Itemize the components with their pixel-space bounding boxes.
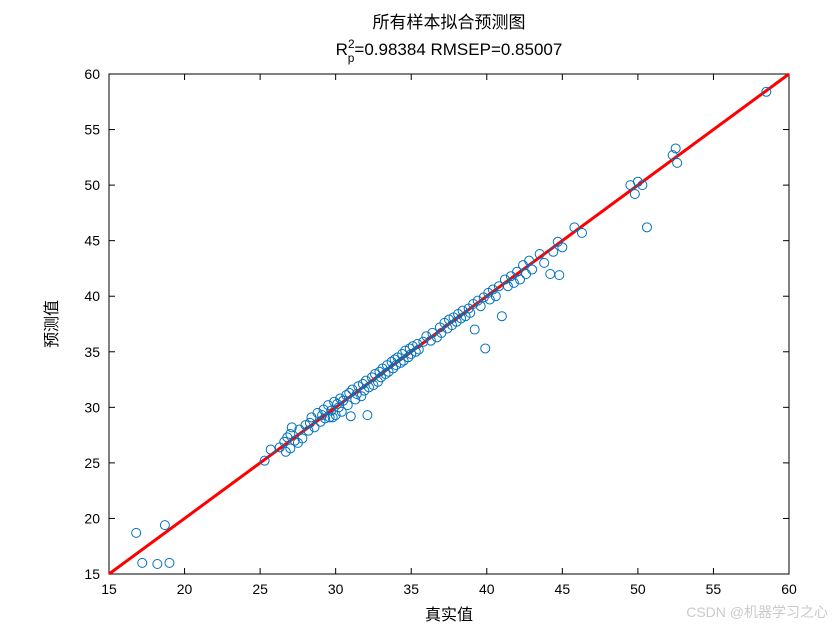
x-tick-label: 30: [328, 581, 344, 597]
chart-title: 所有样本拟合预测图: [373, 13, 526, 32]
y-tick-label: 15: [84, 566, 100, 582]
x-tick-label: 20: [177, 581, 193, 597]
x-tick-label: 45: [555, 581, 571, 597]
x-tick-label: 55: [706, 581, 722, 597]
x-tick-label: 50: [630, 581, 646, 597]
y-tick-label: 45: [84, 233, 100, 249]
scatter-chart: 15 20 25 30 35 40 45 50 55 60 15 20 25 30 35 40 45 50 55 60…: [0, 0, 840, 630]
x-tick-label: 35: [403, 581, 419, 597]
x-tick-label: 15: [101, 581, 117, 597]
y-tick-label: 20: [84, 510, 100, 526]
chart-container: 15 20 25 30 35 40 45 50 55 60 15 20 25 30 35 40 45 50 55 60…: [0, 0, 840, 630]
chart-subtitle: R2p=0.98384 RMSEP=0.85007: [336, 37, 563, 65]
x-tick-label: 60: [781, 581, 797, 597]
y-tick-label: 40: [84, 288, 100, 304]
y-tick-label: 60: [84, 66, 100, 82]
y-tick-label: 50: [84, 177, 100, 193]
y-tick-label: 35: [84, 344, 100, 360]
y-axis-label: 预测值: [43, 300, 61, 348]
x-tick-label: 40: [479, 581, 495, 597]
x-axis-label: 真实值: [425, 606, 473, 624]
y-tick-label: 25: [84, 455, 100, 471]
y-tick-label: 30: [84, 399, 100, 415]
y-tick-label: 55: [84, 122, 100, 138]
watermark-text: CSDN @机器学习之心: [686, 602, 828, 622]
x-tick-label: 25: [252, 581, 268, 597]
